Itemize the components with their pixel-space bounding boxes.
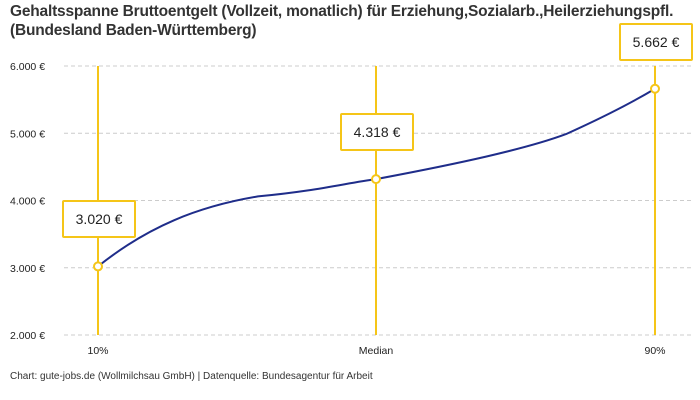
x-tick-label: 10% — [87, 345, 108, 357]
y-tick-label: 6.000 € — [10, 61, 45, 73]
data-point — [371, 174, 381, 185]
y-tick-label: 5.000 € — [10, 128, 45, 140]
y-tick-label: 3.000 € — [10, 263, 45, 275]
data-label: 3.020 € — [62, 200, 136, 239]
y-tick-label: 2.000 € — [10, 330, 45, 342]
data-label: 4.318 € — [340, 113, 414, 152]
data-label: 5.662 € — [619, 22, 693, 61]
chart-title: Gehaltsspanne Bruttoentgelt (Vollzeit, m… — [10, 3, 674, 39]
data-point — [650, 83, 660, 94]
data-point — [93, 261, 103, 272]
x-tick-label: 90% — [644, 345, 665, 357]
x-tick-label: Median — [359, 345, 394, 357]
chart-source: Chart: gute-jobs.de (Wollmilchsau GmbH) … — [10, 371, 373, 382]
y-tick-label: 4.000 € — [10, 196, 45, 208]
